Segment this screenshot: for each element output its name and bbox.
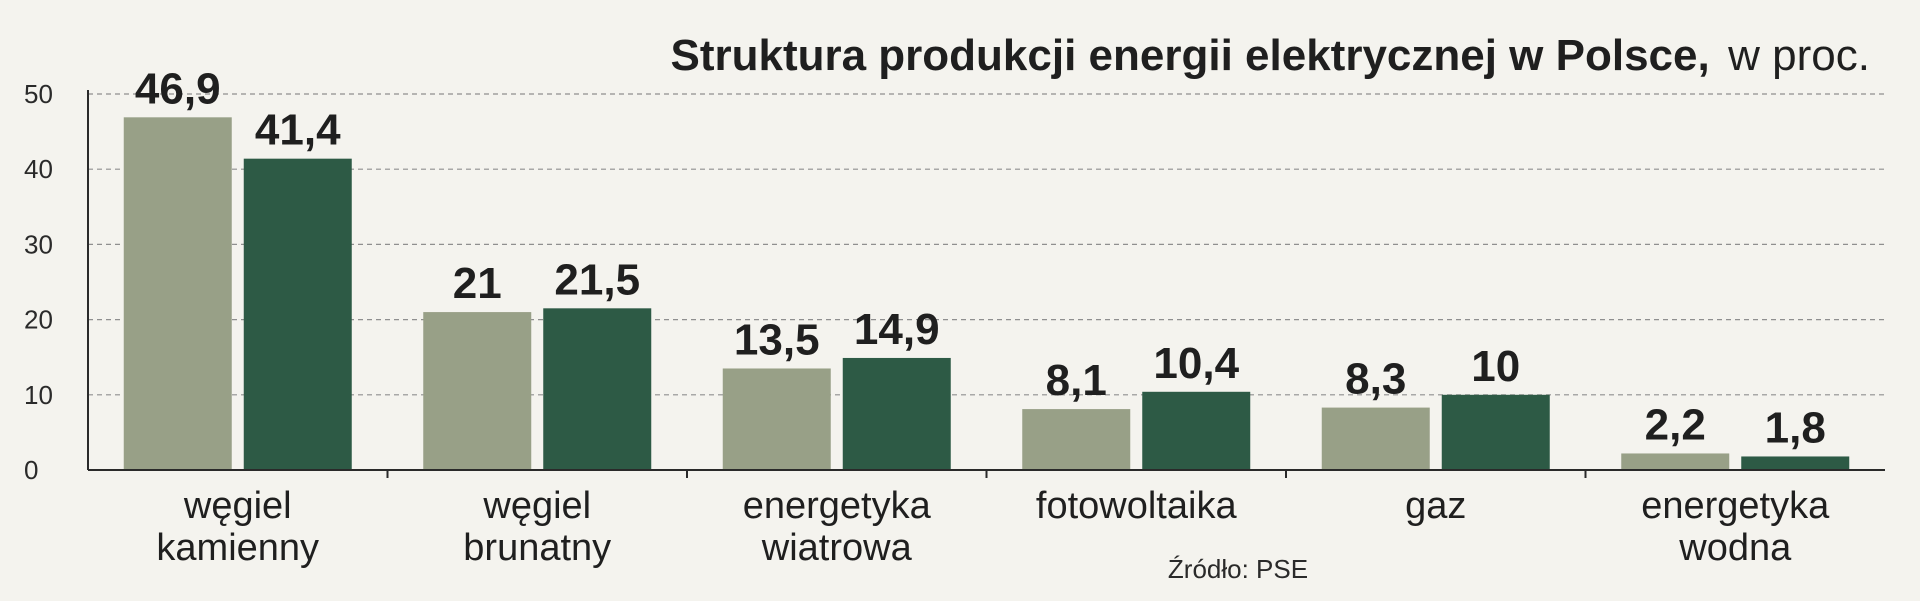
category-labels: węgielkamiennywęgielbrunatnyenergetykawi… — [156, 485, 1830, 569]
x-axis — [87, 90, 1885, 478]
chart-title-main: Struktura produkcji energii elektrycznej… — [670, 31, 1709, 80]
value-label: 8,3 — [1345, 355, 1406, 404]
gridlines — [88, 93, 1885, 396]
value-label: 46,9 — [135, 64, 221, 113]
x-tick-label: energetyka — [1641, 485, 1830, 527]
x-tick-label: brunatny — [463, 527, 611, 569]
bar — [1741, 456, 1850, 470]
chart-title: Struktura produkcji energii elektrycznej… — [670, 31, 1870, 80]
bars — [123, 117, 1850, 470]
y-axis-ticks: 0 10 20 30 40 50 — [24, 79, 53, 485]
bar — [543, 308, 652, 470]
chart-title-unit: w proc. — [1727, 31, 1870, 80]
bar — [1142, 391, 1251, 470]
value-label: 10 — [1471, 342, 1520, 391]
x-tick-label: energetyka — [743, 485, 932, 527]
y-tick-label: 20 — [24, 305, 53, 335]
y-tick-label: 50 — [24, 79, 53, 109]
y-tick-label: 0 — [24, 455, 38, 485]
x-tick-label: gaz — [1405, 485, 1466, 527]
bar — [1022, 409, 1131, 470]
bar — [243, 158, 352, 470]
value-label: 13,5 — [734, 315, 820, 364]
value-label: 2,2 — [1645, 400, 1706, 449]
value-label: 21 — [453, 259, 502, 308]
bar — [1441, 394, 1550, 470]
bar — [1621, 453, 1730, 470]
value-label: 10,4 — [1153, 339, 1239, 388]
bar — [123, 117, 232, 470]
value-label: 41,4 — [255, 106, 341, 155]
value-label: 21,5 — [554, 255, 640, 304]
bar — [423, 312, 532, 470]
value-label: 14,9 — [854, 305, 940, 354]
bar — [842, 357, 951, 470]
y-tick-label: 10 — [24, 380, 53, 410]
x-tick-label: fotowoltaika — [1036, 485, 1238, 527]
x-tick-label: kamienny — [156, 527, 319, 569]
value-label: 8,1 — [1046, 356, 1107, 405]
bar — [1321, 407, 1430, 470]
value-labels: 46,9 41,4 21 21,5 13,5 14,9 8,1 10,4 8,3 10 2,2 1,8 — [135, 64, 1826, 452]
value-label: 1,8 — [1765, 403, 1826, 452]
x-tick-label: węgiel — [183, 485, 292, 527]
x-tick-label: węgiel — [482, 485, 591, 527]
x-tick-label: wodna — [1678, 527, 1792, 569]
x-tick-label: wiatrowa — [761, 527, 913, 569]
source-note: Źródło: PSE — [1168, 554, 1308, 584]
bar — [722, 368, 831, 470]
y-tick-label: 40 — [24, 154, 53, 184]
y-tick-label: 30 — [24, 229, 53, 259]
